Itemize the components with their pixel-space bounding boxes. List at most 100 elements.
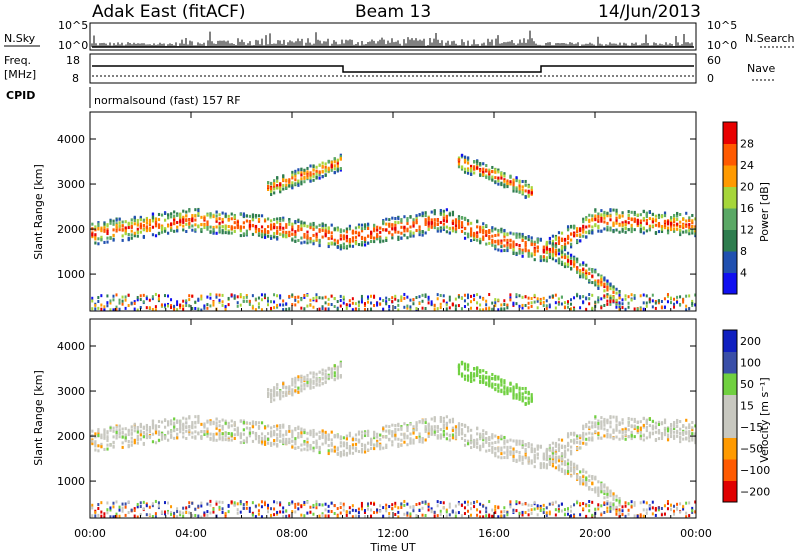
power-cell bbox=[306, 170, 309, 174]
velocity-cell bbox=[554, 452, 558, 456]
power-cell bbox=[312, 305, 315, 309]
velocity-cell bbox=[339, 435, 342, 439]
velocity-cell bbox=[503, 435, 506, 439]
power-cell bbox=[476, 293, 479, 297]
velocity-cell bbox=[339, 511, 342, 515]
power-cell bbox=[203, 306, 206, 310]
velocity-cell bbox=[145, 428, 149, 432]
velocity-cell bbox=[482, 444, 485, 448]
velocity-cell bbox=[442, 434, 445, 438]
velocity-cell bbox=[485, 440, 488, 444]
power-cell bbox=[321, 170, 324, 174]
power-cell bbox=[109, 236, 112, 240]
power-cell bbox=[282, 218, 285, 222]
power-cell bbox=[488, 237, 491, 241]
power-cell bbox=[300, 180, 303, 184]
velocity-cell bbox=[366, 507, 369, 511]
velocity-cell bbox=[267, 388, 270, 392]
power-cell bbox=[512, 181, 515, 185]
power-cell bbox=[333, 170, 336, 174]
power-cell bbox=[551, 234, 555, 238]
velocity-cell bbox=[466, 503, 469, 507]
power-cell bbox=[421, 293, 424, 297]
velocity-cell bbox=[466, 365, 470, 369]
velocity-cell bbox=[312, 379, 315, 383]
velocity-cell bbox=[412, 509, 415, 513]
velocity-cell bbox=[573, 467, 576, 471]
velocity-cell bbox=[303, 439, 306, 443]
power-cell bbox=[624, 221, 627, 225]
power-cell bbox=[409, 225, 412, 229]
velocity-cell bbox=[260, 500, 263, 504]
velocity-cell bbox=[318, 503, 321, 507]
velocity-cell bbox=[291, 439, 294, 443]
velocity-cell bbox=[221, 510, 224, 514]
power-cell bbox=[370, 294, 373, 298]
power-cell bbox=[276, 231, 279, 235]
velocity-cell bbox=[333, 511, 336, 515]
power-cell bbox=[524, 249, 527, 253]
power-cell bbox=[373, 229, 376, 233]
velocity-cell bbox=[294, 446, 297, 450]
power-cell bbox=[360, 294, 363, 298]
power-cell bbox=[303, 170, 306, 174]
power-cell bbox=[276, 226, 279, 230]
power-cell bbox=[282, 216, 285, 220]
velocity-cell bbox=[221, 507, 224, 511]
velocity-cell bbox=[342, 502, 345, 506]
velocity-cell bbox=[291, 392, 294, 396]
power-cell bbox=[270, 219, 273, 223]
velocity-cell bbox=[466, 429, 470, 433]
velocity-cell bbox=[176, 419, 179, 423]
power-cell bbox=[406, 229, 409, 233]
power-cell bbox=[142, 223, 145, 227]
power-cell bbox=[327, 227, 330, 231]
velocity-cell bbox=[260, 442, 264, 446]
velocity-cell bbox=[351, 451, 355, 455]
power-cell bbox=[339, 168, 342, 172]
power-cell bbox=[479, 227, 482, 231]
power-cell bbox=[482, 231, 485, 235]
power-cell bbox=[391, 227, 394, 231]
power-cell bbox=[121, 224, 124, 228]
velocity-cell bbox=[118, 431, 121, 435]
velocity-cell bbox=[345, 446, 348, 450]
velocity-cell bbox=[457, 363, 461, 367]
velocity-cell bbox=[273, 431, 276, 435]
velocity-cell bbox=[403, 422, 406, 426]
power-cell bbox=[506, 243, 509, 247]
power-cell bbox=[312, 174, 315, 178]
velocity-cell bbox=[548, 460, 551, 464]
power-cell bbox=[206, 227, 209, 231]
velocity-cell bbox=[339, 364, 342, 368]
power-cell bbox=[112, 308, 115, 312]
velocity-cell bbox=[279, 429, 282, 433]
power-cell bbox=[188, 304, 191, 308]
velocity-cell bbox=[551, 501, 554, 505]
velocity-cell bbox=[291, 500, 294, 504]
power-cell bbox=[536, 240, 539, 244]
power-cell bbox=[621, 306, 624, 310]
velocity-cell bbox=[506, 448, 509, 452]
velocity-cell bbox=[306, 382, 309, 386]
power-cell bbox=[676, 218, 679, 222]
velocity-cell bbox=[427, 508, 430, 512]
velocity-cell bbox=[300, 378, 303, 382]
power-cell bbox=[385, 239, 388, 243]
velocity-cell bbox=[197, 431, 200, 435]
power-cell bbox=[139, 218, 142, 222]
velocity-cell bbox=[270, 396, 273, 400]
velocity-cell bbox=[485, 375, 488, 379]
velocity-cell bbox=[560, 457, 564, 461]
velocity-cell bbox=[515, 386, 518, 390]
power-cell bbox=[279, 217, 282, 221]
power-cell bbox=[215, 295, 218, 299]
power-cell bbox=[248, 214, 252, 218]
velocity-cell bbox=[373, 434, 376, 438]
velocity-cell bbox=[145, 434, 149, 438]
power-cell bbox=[188, 294, 191, 298]
velocity-cell bbox=[482, 378, 485, 382]
velocity-cell bbox=[533, 460, 536, 464]
power-cell bbox=[563, 301, 566, 305]
power-cell bbox=[618, 305, 621, 309]
